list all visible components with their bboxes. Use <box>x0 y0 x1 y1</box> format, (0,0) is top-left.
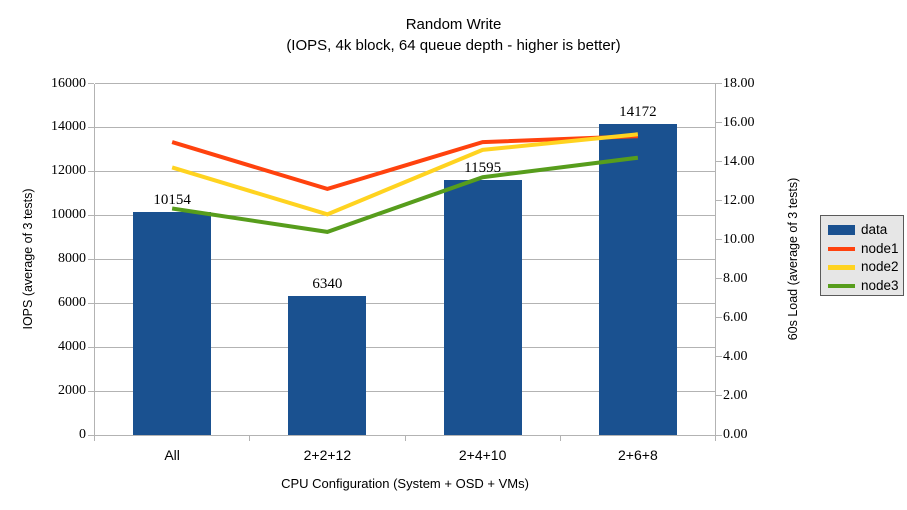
left-axis-tick-label: 0 <box>79 427 86 442</box>
left-tick <box>88 83 94 84</box>
gridline <box>94 214 716 216</box>
right-axis-tick-label: 0.00 <box>723 427 748 442</box>
bar-data-label: 6340 <box>312 275 343 292</box>
chart-subtitle: (IOPS, 4k block, 64 queue depth - higher… <box>286 37 621 54</box>
x-boundary-tick <box>559 435 561 441</box>
right-tick <box>716 83 722 84</box>
legend-item-node1: node1 <box>828 240 903 259</box>
x-axis-title: CPU Configuration (System + OSD + VMs) <box>281 476 529 491</box>
bar-data-label: 11595 <box>464 160 502 177</box>
legend-bar-swatch <box>828 225 855 236</box>
legend-label: node3 <box>861 277 899 293</box>
x-axis-category-label: All <box>164 447 180 463</box>
bar <box>133 211 212 435</box>
right-tick <box>716 239 722 241</box>
left-tick <box>88 390 94 392</box>
left-tick <box>88 258 94 260</box>
left-axis-tick-label: 8000 <box>58 251 86 267</box>
legend-label: data <box>861 222 888 238</box>
right-axis-tick-label: 8.00 <box>723 270 748 286</box>
legend: data node1 node2 node3 <box>820 215 904 296</box>
bar <box>288 295 367 435</box>
x-axis-category-label: 2+2+12 <box>303 447 352 463</box>
legend-line-swatch <box>828 265 855 270</box>
left-axis-line <box>94 83 95 441</box>
left-tick <box>88 170 94 172</box>
gridline <box>94 126 716 128</box>
right-axis-tick-label: 4.00 <box>723 348 748 364</box>
legend-item-node3: node3 <box>828 277 903 296</box>
chart-title-block: Random Write (IOPS, 4k block, 64 queue d… <box>0 14 907 56</box>
legend-line-swatch <box>828 283 855 288</box>
right-tick <box>716 317 722 319</box>
legend-line-swatch <box>828 246 855 251</box>
right-axis-tick-label: 2.00 <box>723 387 748 403</box>
right-axis-tick-label: 16.00 <box>723 114 755 130</box>
bar <box>443 180 522 435</box>
line-series-node2 <box>171 132 639 217</box>
legend-label: node1 <box>861 240 899 256</box>
x-axis-category-label: 2+6+8 <box>618 447 658 463</box>
right-tick <box>716 161 722 163</box>
right-tick <box>716 395 722 397</box>
left-axis-tick-label: 4000 <box>58 339 86 355</box>
x-boundary-tick <box>404 435 406 441</box>
bar <box>598 123 677 435</box>
gridline <box>94 83 716 84</box>
gridline <box>94 346 716 348</box>
left-tick <box>88 346 94 348</box>
legend-label: node2 <box>861 259 899 275</box>
right-axis-tick-label: 6.00 <box>723 309 748 325</box>
right-tick <box>716 278 722 280</box>
bar-data-label: 14172 <box>619 103 657 120</box>
left-axis-tick-label: 12000 <box>51 163 86 179</box>
x-axis-category-label: 2+4+10 <box>458 447 507 463</box>
legend-item-data: data <box>828 221 903 240</box>
legend-item-node2: node2 <box>828 258 903 277</box>
left-tick <box>88 302 94 304</box>
right-tick <box>716 356 722 358</box>
right-tick <box>716 200 722 202</box>
gridline <box>94 302 716 304</box>
right-tick <box>716 122 722 124</box>
left-tick <box>88 214 94 216</box>
left-tick <box>88 434 94 436</box>
x-boundary-tick <box>249 435 251 441</box>
line-series-node1 <box>171 134 638 192</box>
gridline <box>94 170 716 172</box>
left-axis-tick-label: 6000 <box>58 295 86 311</box>
right-tick <box>716 434 722 436</box>
bar-data-label: 10154 <box>153 191 191 208</box>
line-series-node3 <box>171 155 639 234</box>
right-axis-line <box>715 83 716 441</box>
right-axis-tick-label: 18.00 <box>723 75 755 91</box>
chart-title: Random Write <box>405 16 502 33</box>
gridline <box>94 258 716 260</box>
gridline <box>94 390 716 392</box>
right-axis-tick-label: 12.00 <box>723 192 755 208</box>
left-tick <box>88 126 94 128</box>
right-axis-tick-label: 10.00 <box>723 231 755 247</box>
right-axis-tick-label: 14.00 <box>723 153 755 169</box>
left-axis-tick-label: 10000 <box>51 207 86 223</box>
left-axis-tick-label: 16000 <box>51 75 86 91</box>
left-axis-tick-label: 14000 <box>51 119 86 135</box>
left-axis-tick-label: 2000 <box>58 383 86 399</box>
